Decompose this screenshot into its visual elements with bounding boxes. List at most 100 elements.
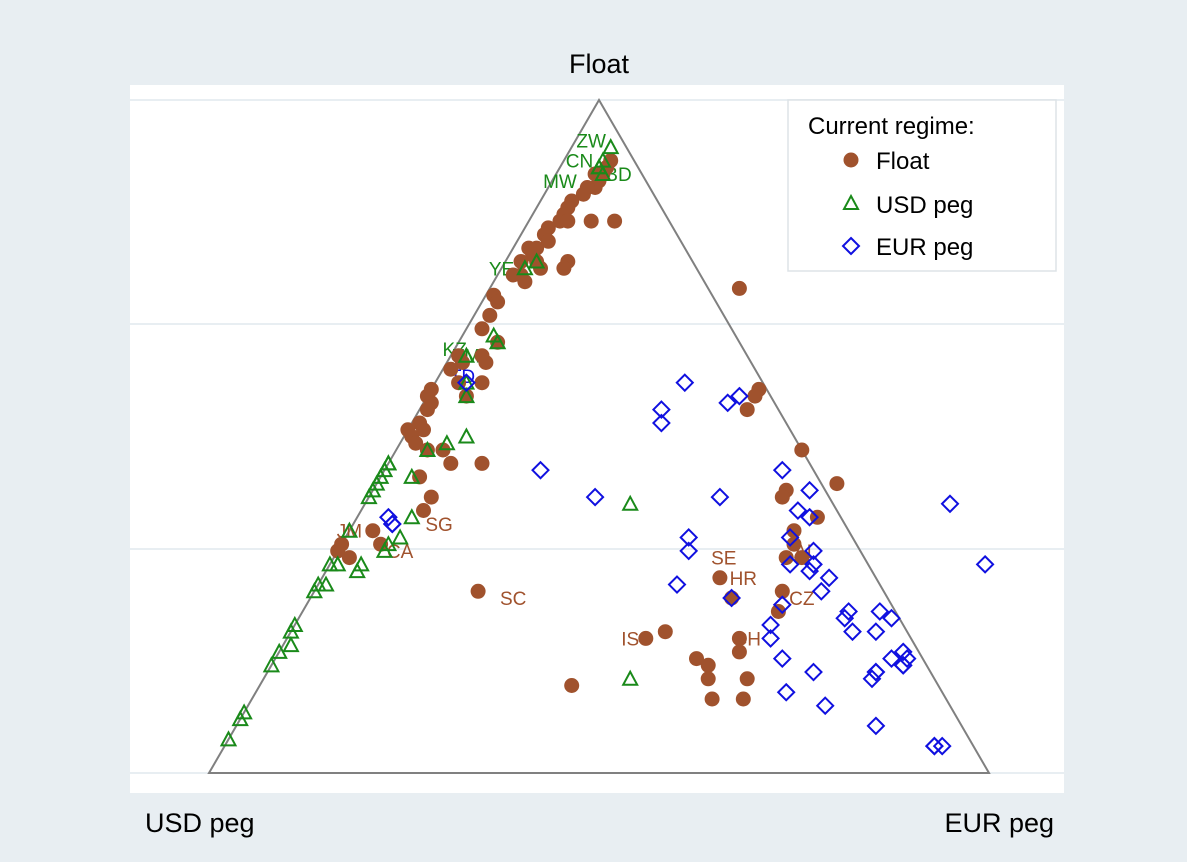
point-float [778,550,794,566]
legend-marker-eur [841,236,861,256]
point-usd-peg [282,636,300,653]
point-eur-peg [819,568,839,588]
point-float [373,536,389,552]
point-float [443,361,459,377]
point-label: HR [730,569,757,590]
point-eur-peg [897,649,917,669]
point-usd-peg [329,555,347,572]
point-eur-peg [761,615,781,635]
point-float [564,678,580,693]
point-float [829,476,845,492]
point-float [482,307,498,323]
point-eur-peg [839,602,859,621]
point-eur-peg [893,655,913,675]
point-label: SG [425,515,452,536]
point-usd-peg [317,575,335,592]
point-float [517,274,533,290]
point-float [419,402,435,418]
point-usd-peg [457,346,476,363]
point-eur-peg [772,595,792,615]
point-usd-peg [403,467,421,484]
legend-title: Current regime: [808,113,975,140]
point-float [575,186,591,202]
legend-marker-usd [842,193,860,210]
point-usd-peg [438,434,456,451]
point-eur-peg [531,460,550,480]
point-float [712,570,728,586]
point-eur-peg [862,669,882,689]
point-float [583,213,599,229]
point-float [731,630,747,646]
point-eur-peg [729,386,749,406]
point-label: CA [387,542,414,563]
point-float [365,523,381,539]
point-float [540,233,556,249]
point-usd-peg [457,427,476,444]
point-float [638,630,654,646]
point-eur-peg [772,460,792,480]
legend-label-float: Float [876,148,930,175]
point-float [657,624,673,640]
point-float [416,503,431,518]
point-usd-peg [527,252,546,269]
point-usd-peg [352,555,370,572]
point-eur-peg [585,487,605,507]
vertex-label-left: USD peg [145,808,255,838]
point-float [556,260,572,276]
point-usd-peg [368,474,386,491]
point-eur-peg [924,736,944,756]
point-float [689,651,704,667]
point-label: CZ [789,589,815,610]
point-eur-peg [815,696,835,716]
point-eur-peg [940,494,960,514]
point-eur-peg [667,575,687,594]
point-float [419,442,435,458]
point-label: ZW [576,131,606,152]
point-float [770,604,786,619]
point-usd-peg [418,440,437,457]
point-eur-peg [651,400,671,419]
point-float [478,355,494,370]
point-eur-peg [804,554,823,574]
legend-label-usd: USD peg [876,192,973,219]
point-label: IS [621,629,639,650]
point-label: CN [566,152,593,173]
point-float [786,523,802,539]
legend-box [787,99,1057,272]
point-float [513,254,529,269]
point-float [474,321,490,337]
legend-label-eur: EUR peg [876,234,973,261]
point-float [458,388,474,404]
point-float [412,469,428,485]
point-usd-peg [391,528,409,545]
point-usd-peg [485,326,503,343]
point-float [747,388,763,404]
point-eur-peg [811,581,831,601]
ternary-triangle [207,98,991,774]
point-eur-peg [866,622,886,642]
point-eur-peg [718,393,738,413]
point-usd-peg [340,521,359,538]
point-eur-peg [804,541,823,561]
point-float [505,267,521,283]
point-usd-peg [516,259,534,276]
point-eur-peg [866,716,886,736]
point-float [341,550,357,566]
point-eur-peg [870,602,890,621]
point-float [774,583,790,599]
point-float [408,435,424,451]
point-eur-peg [788,501,808,520]
point-label: MW [543,172,577,193]
point-eur-peg [776,682,796,702]
point-eur-peg [679,541,699,561]
point-usd-peg [621,494,639,511]
point-float [330,543,346,559]
point-usd-peg [403,508,421,525]
point-usd-peg [219,730,238,747]
point-float [739,402,755,418]
point-eur-peg [835,608,855,628]
point-eur-peg [382,514,402,534]
vertex-label-right: EUR peg [944,808,1054,838]
point-eur-peg [679,528,699,547]
